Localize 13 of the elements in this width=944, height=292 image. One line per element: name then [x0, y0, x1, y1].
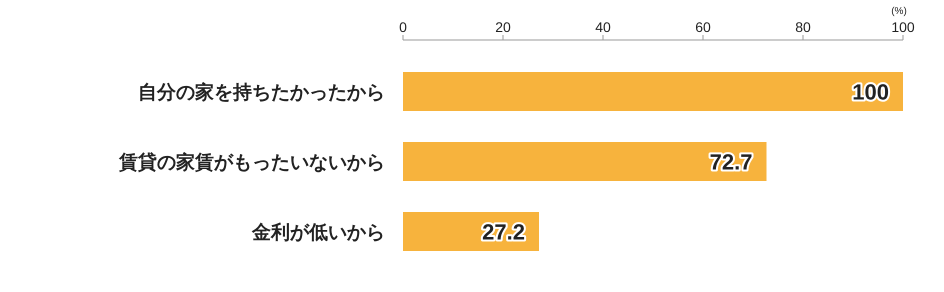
x-tick-label: 20 — [495, 19, 511, 35]
data-label: 100 — [852, 80, 889, 104]
x-tick-label: 0 — [399, 19, 408, 35]
x-tick-label: 60 — [695, 19, 711, 35]
x-tick-label: 40 — [595, 19, 611, 35]
y-tick-label: 金利が低いから — [251, 222, 385, 244]
data-label: 72.7 — [710, 150, 752, 174]
y-tick-label: 賃貸の家賃がもったいないから — [118, 152, 385, 174]
x-axis-title: (%) — [891, 6, 907, 17]
x-tick-label: 100 — [891, 19, 915, 35]
y-tick-label: 自分の家を持ちたかったから — [138, 82, 385, 104]
data-label: 27.2 — [482, 220, 525, 244]
x-tick-label: 80 — [795, 19, 811, 35]
